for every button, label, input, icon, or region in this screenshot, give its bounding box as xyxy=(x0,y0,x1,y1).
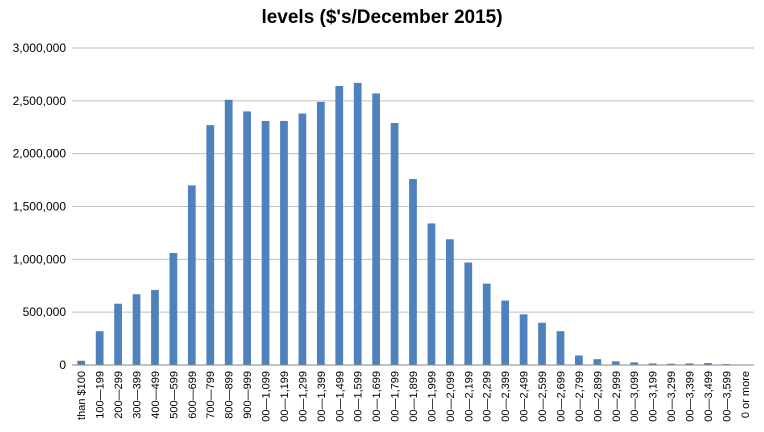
x-tick-label: 900—999 xyxy=(242,371,254,419)
bar xyxy=(519,314,528,365)
x-tick-label: 00—1,999 xyxy=(426,371,438,422)
bar xyxy=(353,82,362,366)
x-axis-ticks: than $100 100—199 200—299 300—399 400—499 500… xyxy=(76,371,752,422)
x-tick-label: 00—2,299 xyxy=(482,371,494,422)
bar xyxy=(390,123,399,365)
x-tick-label: 00—3,599 xyxy=(721,371,733,422)
x-tick-label: 100—199 xyxy=(95,371,107,419)
bar xyxy=(114,303,122,365)
bar xyxy=(95,331,104,365)
bar xyxy=(593,359,602,365)
y-tick-label: 1,500,000 xyxy=(13,200,67,214)
bar xyxy=(187,185,196,365)
x-tick-label: 00—1,099 xyxy=(261,371,273,422)
bar xyxy=(685,363,694,365)
bar xyxy=(427,223,436,365)
x-tick-label: 00—3,499 xyxy=(703,371,715,422)
x-tick-label: 00—2,099 xyxy=(445,371,457,422)
bar xyxy=(630,362,639,365)
bar xyxy=(611,361,620,365)
bar xyxy=(151,289,159,365)
bar xyxy=(667,363,675,365)
bar xyxy=(538,322,546,365)
bar xyxy=(224,99,233,365)
x-tick-label: 00—3,399 xyxy=(684,371,696,422)
x-tick-label: 00—3,099 xyxy=(629,371,641,422)
bar xyxy=(243,111,251,366)
chart-title: levels ($'s/December 2015) xyxy=(261,7,502,28)
x-tick-label: 00—3,199 xyxy=(648,371,660,422)
bars xyxy=(77,82,749,366)
x-tick-label: 00—2,999 xyxy=(611,371,623,422)
bar xyxy=(445,239,454,365)
x-tick-label: 0 or more xyxy=(740,371,752,418)
x-tick-label: 00—1,899 xyxy=(408,371,420,422)
bar xyxy=(575,355,583,365)
y-tick-label: 1,000,000 xyxy=(13,252,67,266)
bar xyxy=(132,294,141,365)
x-tick-label: 00—1,799 xyxy=(390,371,402,422)
bar xyxy=(206,125,215,366)
x-tick-label: 400—499 xyxy=(150,371,162,419)
x-tick-label: 600—699 xyxy=(187,371,199,419)
bar xyxy=(409,179,417,365)
x-tick-label: 300—399 xyxy=(132,371,144,419)
x-tick-label: 00—1,499 xyxy=(334,371,346,422)
x-tick-label: 00—3,299 xyxy=(666,371,678,422)
y-axis-ticks: 0 500,000 1,000,000 1,500,000 2,000,000 2,500… xyxy=(13,41,67,372)
bar xyxy=(169,252,178,365)
x-tick-label: 00—2,199 xyxy=(463,371,475,422)
y-tick-label: 2,500,000 xyxy=(13,94,67,108)
y-tick-label: 3,000,000 xyxy=(13,41,67,55)
x-tick-label: than $100 xyxy=(76,371,88,420)
x-tick-label: 700—799 xyxy=(205,371,217,419)
bar xyxy=(280,120,288,365)
bar xyxy=(464,262,473,365)
x-tick-label: 00—2,399 xyxy=(500,371,512,422)
bar xyxy=(482,283,491,365)
x-tick-label: 00—1,699 xyxy=(371,371,383,422)
x-tick-label: 200—299 xyxy=(113,371,125,419)
x-tick-label: 500—599 xyxy=(168,371,180,419)
x-tick-label: 00—1,199 xyxy=(279,371,291,422)
bar xyxy=(261,120,270,365)
bar xyxy=(501,300,510,365)
x-tick-label: 00—1,399 xyxy=(316,371,328,422)
bar xyxy=(704,363,712,365)
x-tick-label: 00—2,599 xyxy=(537,371,549,422)
bar xyxy=(77,360,86,365)
x-tick-label: 00—2,499 xyxy=(519,371,531,422)
x-tick-label: 00—1,599 xyxy=(353,371,365,422)
x-tick-label: 00—2,799 xyxy=(574,371,586,422)
x-tick-label: 00—2,899 xyxy=(592,371,604,422)
bar xyxy=(556,331,565,365)
bar xyxy=(335,86,344,365)
y-tick-label: 500,000 xyxy=(23,305,67,319)
bar xyxy=(316,101,325,365)
y-tick-label: 0 xyxy=(59,358,66,372)
y-tick-label: 2,000,000 xyxy=(13,147,67,161)
bar xyxy=(372,93,381,365)
bar xyxy=(298,113,307,365)
bar xyxy=(648,363,657,365)
x-tick-label: 800—899 xyxy=(224,371,236,419)
x-tick-label: 00—1,299 xyxy=(297,371,309,422)
x-tick-label: 00—2,699 xyxy=(555,371,567,422)
